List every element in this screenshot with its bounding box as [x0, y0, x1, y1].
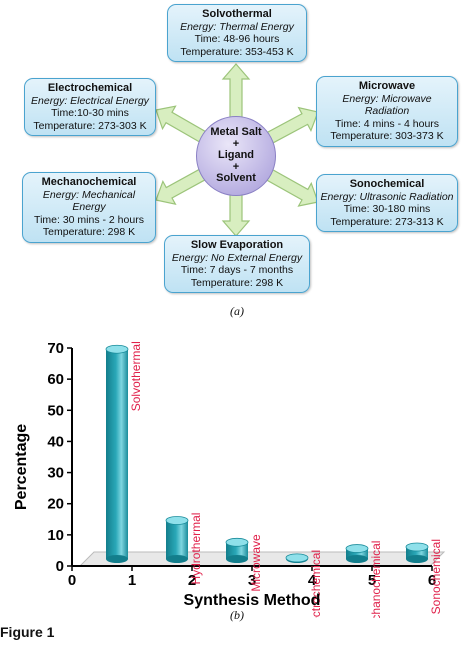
- figure-label: Figure 1: [0, 624, 55, 640]
- bar: [225, 537, 249, 563]
- arrows-layer: [155, 63, 319, 237]
- bar-category-label: Electrochemical: [309, 550, 323, 618]
- arrow-upper-left: [155, 105, 207, 144]
- y-tick-label: 60: [47, 371, 64, 388]
- bar-chart: 0 10 20 30 40 50 60 70 0 1 2 3 4 5 6 Solvothermal Hydrot…: [0, 328, 474, 618]
- box-electrochemical: Electrochemical Energy: Electrical Energ…: [24, 78, 156, 136]
- y-tick-label: 20: [47, 496, 64, 513]
- box-sonochemical: Sonochemical Energy: Ultrasonic Radiatio…: [316, 174, 458, 232]
- x-tick-label: 4: [308, 572, 317, 589]
- bar-category-label: Hydrothermal: [189, 513, 203, 585]
- x-tick-label: 3: [248, 572, 256, 589]
- y-tick-label: 10: [47, 527, 64, 544]
- y-tick-label: 30: [47, 465, 64, 482]
- box-title: Mechanochemical: [41, 176, 137, 188]
- x-tick-label: 1: [128, 572, 136, 589]
- bar: [285, 553, 309, 563]
- box-time: Time: 48-96 hours: [194, 33, 280, 45]
- x-tick-label: 2: [188, 572, 196, 589]
- center-line: Ligand: [217, 149, 255, 162]
- box-temperature: Temperature: 298 K: [190, 276, 284, 289]
- center-line: Solvent: [216, 172, 256, 185]
- box-temperature: Temperature: 298 K: [42, 226, 136, 238]
- box-title: Solvothermal: [202, 8, 272, 20]
- bar-category-label: Sonochemical: [429, 539, 443, 614]
- box-time: Time: 30 mins - 2 hours: [34, 213, 144, 226]
- box-time: Time:10-30 mins: [51, 107, 129, 119]
- y-tick-label: 50: [47, 402, 64, 419]
- box-time: Time: 4 mins - 4 hours: [334, 117, 440, 130]
- bar-category-label: Solvothermal: [129, 341, 143, 411]
- arrow-up: [221, 63, 251, 119]
- box-temperature: Temperature: 273-303 K: [33, 119, 147, 132]
- x-tick-label: 6: [428, 572, 436, 589]
- box-energy: Energy: Mechanical Energy: [42, 188, 136, 214]
- synthesis-diagram: Metal Salt + Ligand + Solvent Solvotherm…: [0, 0, 474, 300]
- arrow-lower-right: [265, 168, 319, 207]
- bar-category-label: Microwave: [249, 534, 263, 592]
- center-reactants: Metal Salt + Ligand + Solvent: [196, 116, 276, 196]
- box-title: Electrochemical: [47, 82, 133, 94]
- box-mechanochemical: Mechanochemical Energy: Mechanical Energ…: [22, 172, 156, 243]
- caption-a: (a): [230, 304, 244, 318]
- box-title: Slow Evaporation: [190, 239, 284, 251]
- box-solvothermal: Solvothermal Energy: Thermal Energy Time…: [167, 4, 307, 62]
- bar-category-label: Mechanochemical: [369, 541, 383, 618]
- box-energy: Energy: Microwave Radiation: [342, 92, 432, 118]
- box-energy: Energy: No External Energy: [171, 251, 303, 264]
- box-temperature: Temperature: 303-373 K: [330, 130, 444, 142]
- box-title: Sonochemical: [349, 178, 425, 190]
- y-tick-label: 40: [47, 433, 64, 450]
- box-title: Microwave: [358, 80, 416, 92]
- arrow-down: [221, 193, 251, 237]
- bar: [105, 344, 129, 563]
- x-tick-label: 5: [368, 572, 376, 589]
- center-line: +: [232, 137, 240, 150]
- x-tick-label: 0: [68, 572, 76, 589]
- bar: [345, 544, 369, 563]
- arrow-lower-left: [155, 168, 207, 206]
- bar-chart-svg: 0 10 20 30 40 50 60 70 0 1 2 3 4 5 6 Solvothermal Hydrot…: [13, 340, 446, 618]
- y-tick-label: 70: [47, 340, 64, 357]
- center-line: Metal Salt: [210, 126, 262, 139]
- box-time: Time: 30-180 mins: [343, 203, 431, 215]
- box-temperature: Temperature: 353-453 K: [180, 45, 294, 58]
- arrow-upper-right: [265, 106, 319, 145]
- center-line: +: [232, 160, 240, 173]
- bar: [165, 516, 189, 563]
- bar: [405, 542, 429, 563]
- box-energy: Energy: Ultrasonic Radiation: [320, 190, 454, 203]
- caption-b: (b): [230, 608, 244, 622]
- x-axis-title: Synthesis Method: [184, 592, 321, 609]
- y-tick-label: 0: [56, 558, 64, 575]
- box-slow-evaporation: Slow Evaporation Energy: No External Ene…: [164, 235, 310, 293]
- box-temperature: Temperature: 273-313 K: [330, 215, 444, 228]
- box-microwave: Microwave Energy: Microwave Radiation Ti…: [316, 76, 458, 147]
- y-axis-title: Percentage: [13, 424, 30, 510]
- box-energy: Energy: Electrical Energy: [31, 94, 149, 107]
- box-time: Time: 7 days - 7 months: [180, 264, 294, 276]
- box-energy: Energy: Thermal Energy: [180, 20, 294, 33]
